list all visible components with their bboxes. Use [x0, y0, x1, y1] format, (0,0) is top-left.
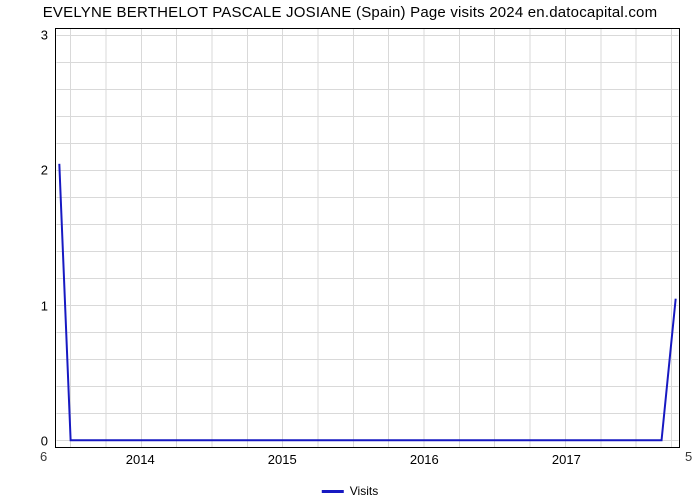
x-tick-label: 2015	[268, 452, 297, 467]
x-tick-label: 2016	[410, 452, 439, 467]
legend-label: Visits	[350, 484, 378, 498]
y-tick-label: 2	[41, 163, 48, 178]
corner-label-bottom-left: 6	[40, 449, 47, 464]
plot-area	[55, 28, 680, 448]
y-tick-label: 1	[41, 298, 48, 313]
x-tick-label: 2017	[552, 452, 581, 467]
chart-title: EVELYNE BERTHELOT PASCALE JOSIANE (Spain…	[0, 4, 700, 21]
y-tick-label: 0	[41, 434, 48, 449]
y-tick-label: 3	[41, 27, 48, 42]
legend: Visits	[322, 484, 378, 498]
x-tick-label: 2014	[126, 452, 155, 467]
corner-label-bottom-right: 5	[685, 449, 692, 464]
series-visits	[59, 164, 675, 440]
series-lines	[56, 29, 679, 447]
legend-swatch	[322, 490, 344, 493]
